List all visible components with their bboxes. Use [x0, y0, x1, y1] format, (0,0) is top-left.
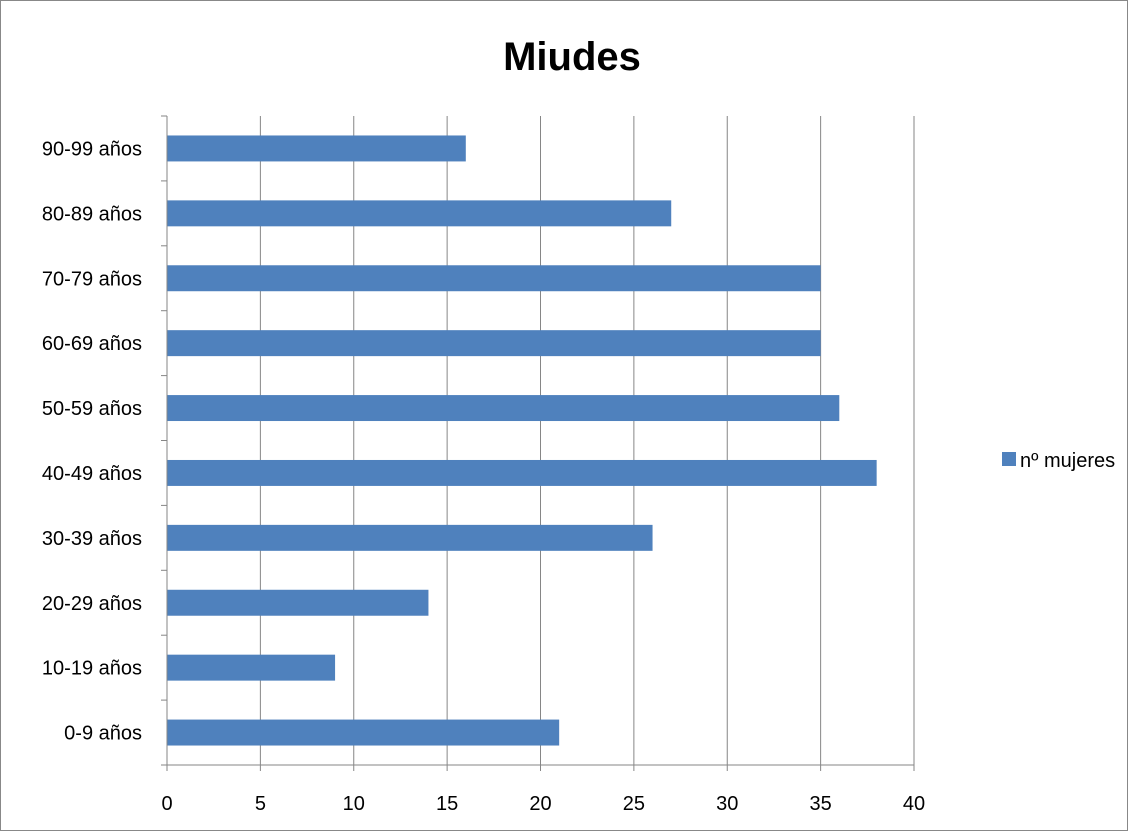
bar [167, 719, 560, 746]
bar [167, 589, 429, 616]
bars [167, 135, 877, 746]
y-tick-label: 70-79 años [42, 268, 142, 290]
axes [161, 115, 915, 771]
bar [167, 524, 653, 551]
x-tick-label: 20 [529, 793, 551, 815]
y-tick-label: 20-29 años [42, 593, 142, 615]
y-tick-label: 60-69 años [42, 333, 142, 355]
y-tick-label: 50-59 años [42, 398, 142, 420]
bar [167, 265, 821, 292]
y-tick-label: 10-19 años [42, 658, 142, 680]
x-tick-label: 25 [623, 793, 645, 815]
x-tick-label: 30 [716, 793, 738, 815]
x-tick-label: 0 [161, 793, 172, 815]
legend-swatch [1002, 452, 1016, 466]
bar [167, 330, 821, 357]
chart-title: Miudes [503, 35, 641, 79]
tick-labels: 0-9 años 10-19 años 20-29 años 30-39 años 40… [42, 138, 925, 815]
x-tick-label: 5 [255, 793, 266, 815]
y-tick-label: 40-49 años [42, 463, 142, 485]
bar [167, 200, 672, 227]
legend: nº mujeres [1002, 450, 1115, 472]
x-tick-label: 15 [436, 793, 458, 815]
bar [167, 459, 877, 486]
bar [167, 654, 336, 681]
bar [167, 135, 466, 162]
y-tick-label: 80-89 años [42, 203, 142, 225]
x-tick-label: 10 [343, 793, 365, 815]
y-tick-label: 30-39 años [42, 528, 142, 550]
bar [167, 395, 840, 422]
x-tick-label: 35 [810, 793, 832, 815]
x-tick-label: 40 [903, 793, 925, 815]
y-tick-label: 90-99 años [42, 138, 142, 160]
y-tick-label: 0-9 años [64, 723, 142, 745]
legend-label: nº mujeres [1020, 450, 1115, 472]
